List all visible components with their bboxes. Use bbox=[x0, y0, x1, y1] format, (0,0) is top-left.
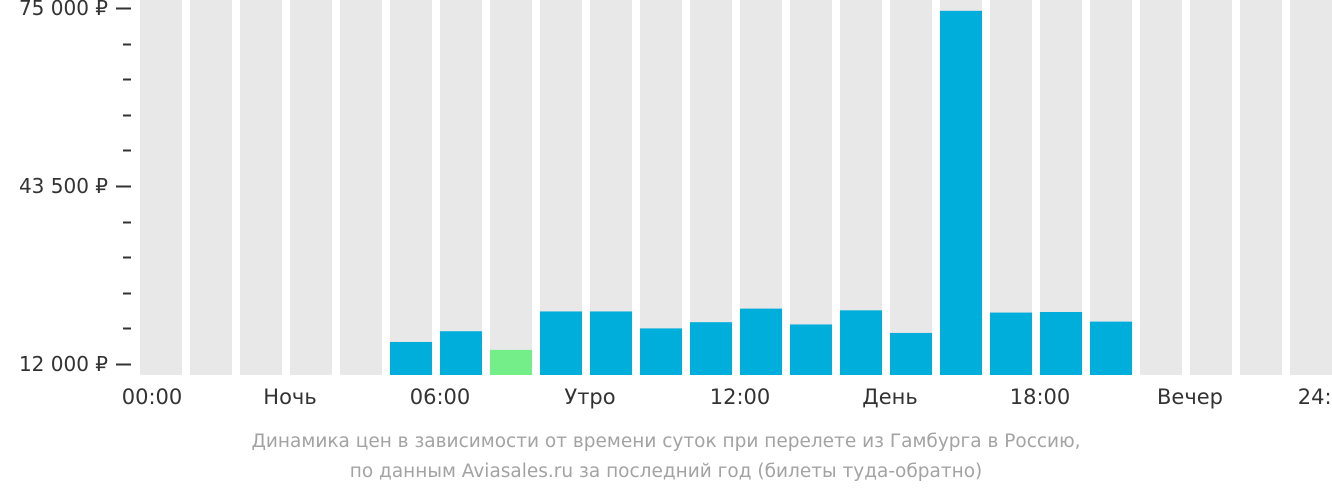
bar-12:00 bbox=[740, 308, 782, 375]
y-tick-label: 43 500 ₽ bbox=[19, 174, 108, 198]
bar-slot-04:00 bbox=[340, 0, 382, 375]
bar-10:00 bbox=[640, 328, 682, 375]
bar-08:00 bbox=[540, 311, 582, 375]
x-tick-label: 12:00 bbox=[710, 385, 771, 409]
x-tick-label: День bbox=[862, 385, 917, 409]
bar-19:00 bbox=[1090, 321, 1132, 375]
bar-slot-00:00 bbox=[140, 0, 182, 375]
x-tick-label: 24:00 bbox=[1298, 385, 1332, 409]
bar-slot-22:00 bbox=[1240, 0, 1282, 375]
bar-06:00 bbox=[440, 331, 482, 375]
y-tick-label: 12 000 ₽ bbox=[19, 352, 108, 376]
bar-07:00 bbox=[490, 349, 532, 375]
bar-slot-07:00 bbox=[490, 0, 532, 375]
bar-slot-15:00 bbox=[890, 0, 932, 375]
bar-13:00 bbox=[790, 324, 832, 375]
bar-slot-10:00 bbox=[640, 0, 682, 375]
bar-slot-03:00 bbox=[290, 0, 332, 375]
x-tick-label: 18:00 bbox=[1010, 385, 1071, 409]
bar-slot-02:00 bbox=[240, 0, 282, 375]
x-tick-label: Утро bbox=[564, 385, 615, 409]
bar-slot-01:00 bbox=[190, 0, 232, 375]
bar-slot-17:00 bbox=[990, 0, 1032, 375]
bar-05:00 bbox=[390, 341, 432, 375]
bar-slot-05:00 bbox=[390, 0, 432, 375]
bar-slot-06:00 bbox=[440, 0, 482, 375]
bar-11:00 bbox=[690, 322, 732, 375]
x-tick-label: Ночь bbox=[263, 385, 316, 409]
chart-caption-line-2: по данным Aviasales.ru за последний год … bbox=[349, 461, 983, 482]
bar-16:00 bbox=[940, 10, 982, 375]
bar-18:00 bbox=[1040, 312, 1082, 375]
bar-slot-20:00 bbox=[1140, 0, 1182, 375]
x-tick-label: Вечер bbox=[1157, 385, 1223, 409]
x-tick-label: 00:00 bbox=[122, 385, 183, 409]
chart-caption-line-1: Динамика цен в зависимости от времени су… bbox=[251, 431, 1081, 452]
bar-slot-23:00 bbox=[1290, 0, 1332, 375]
bar-14:00 bbox=[840, 310, 882, 375]
y-tick-label: 75 000 ₽ bbox=[19, 0, 108, 20]
bar-slot-13:00 bbox=[790, 0, 832, 375]
bar-09:00 bbox=[590, 311, 632, 375]
x-tick-label: 06:00 bbox=[410, 385, 471, 409]
bar-slot-11:00 bbox=[690, 0, 732, 375]
bar-15:00 bbox=[890, 332, 932, 375]
bar-17:00 bbox=[990, 312, 1032, 375]
bar-slot-21:00 bbox=[1190, 0, 1232, 375]
bar-slot-19:00 bbox=[1090, 0, 1132, 375]
